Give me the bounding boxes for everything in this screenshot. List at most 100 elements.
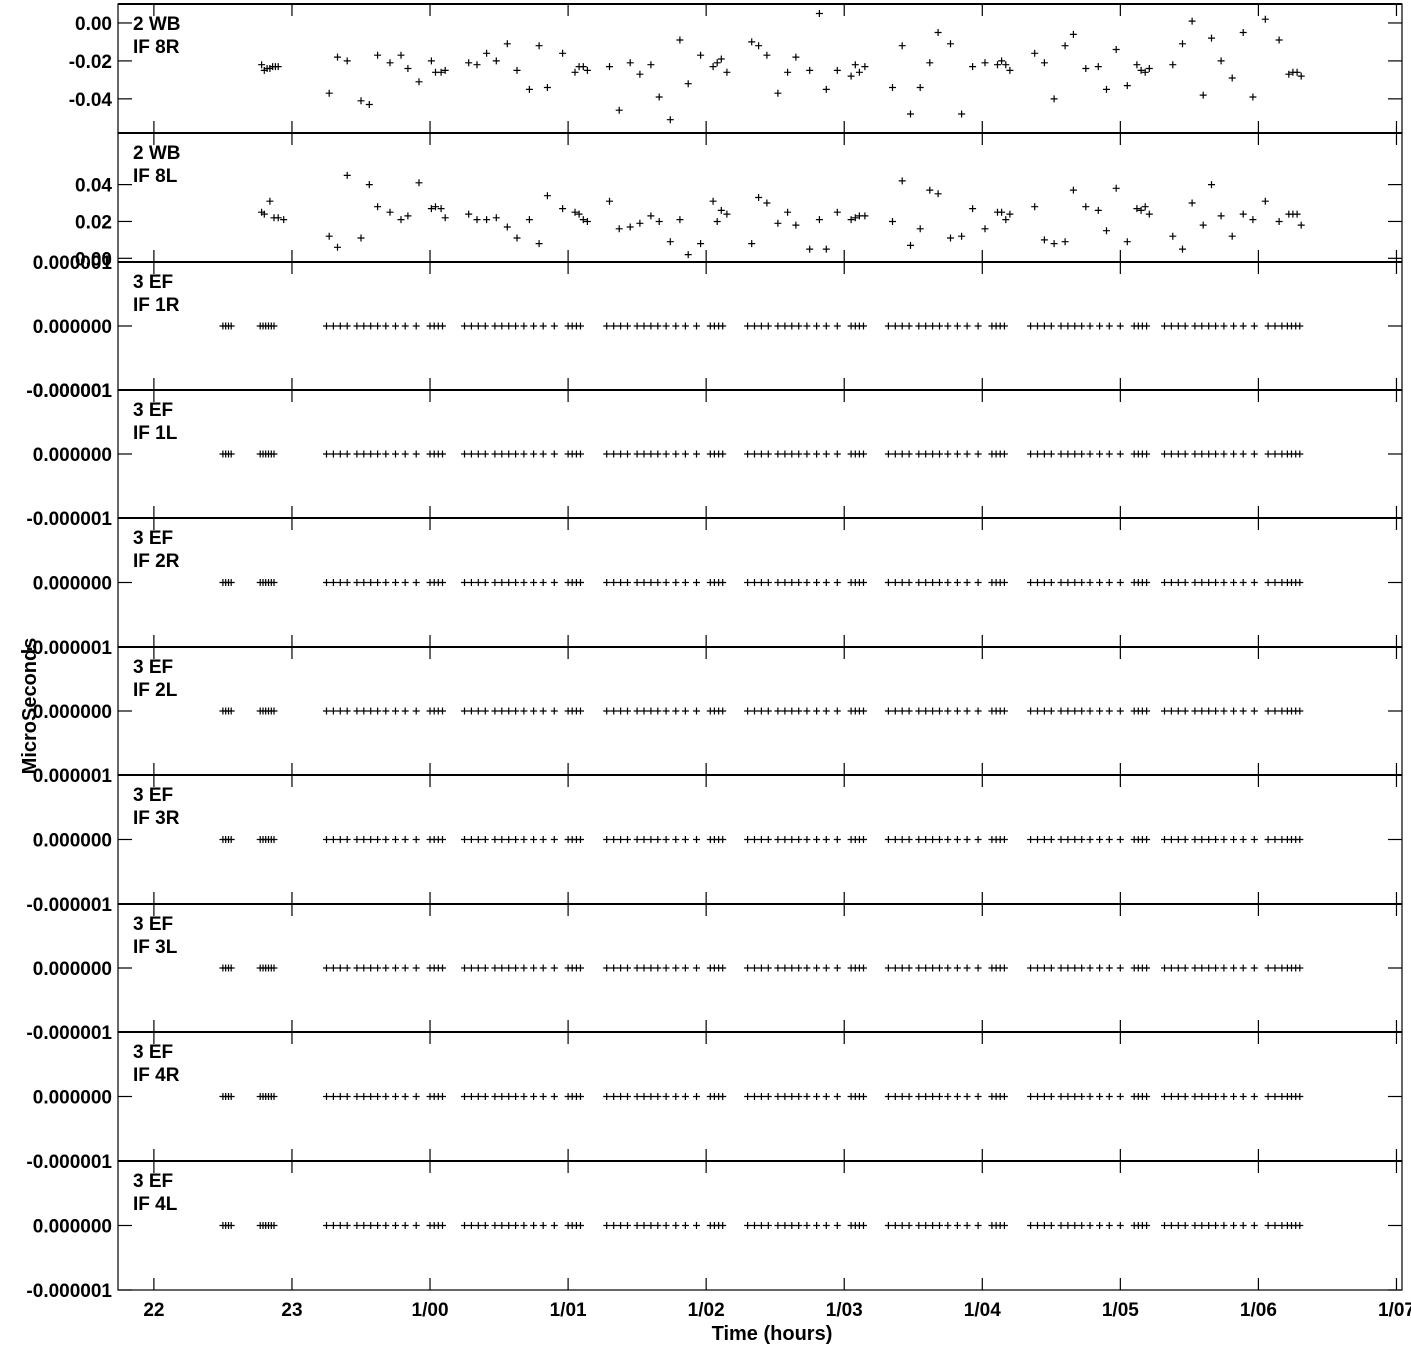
data-point <box>947 234 954 242</box>
data-point <box>905 1222 913 1229</box>
data-point <box>774 322 782 330</box>
data-point <box>884 1222 892 1229</box>
data-point <box>1271 964 1279 972</box>
y-tick-label: 0.000000 <box>33 317 112 338</box>
data-point <box>374 322 382 330</box>
data-point <box>757 579 765 586</box>
data-point <box>640 1222 648 1229</box>
data-point <box>822 964 830 972</box>
data-point <box>1161 450 1168 458</box>
data-point <box>633 450 641 458</box>
data-point <box>1250 707 1258 715</box>
data-point <box>617 707 625 715</box>
data-point <box>1034 1093 1041 1100</box>
data-point <box>654 450 662 458</box>
data-point <box>693 836 700 843</box>
data-point <box>719 1222 727 1229</box>
data-point <box>1064 1093 1072 1100</box>
data-point <box>474 579 482 586</box>
data-point <box>1137 206 1145 214</box>
data-point <box>336 322 344 330</box>
data-point <box>353 707 361 715</box>
data-point <box>505 322 513 330</box>
data-point <box>1230 322 1238 330</box>
data-point <box>353 450 361 458</box>
data-point <box>672 707 680 715</box>
data-point <box>1040 1093 1048 1100</box>
panel-label-line2: IF 4L <box>133 1194 178 1215</box>
data-point <box>439 836 446 843</box>
data-point <box>813 579 821 586</box>
data-point <box>505 1093 513 1100</box>
y-tick-label: -0.000001 <box>26 381 112 402</box>
data-point <box>1123 82 1131 90</box>
data-point <box>1040 236 1048 244</box>
data-point <box>1198 836 1206 843</box>
data-point <box>1105 322 1113 330</box>
data-point <box>325 89 333 97</box>
data-point <box>693 1093 700 1100</box>
data-point <box>329 450 337 458</box>
data-point <box>647 450 655 458</box>
data-point <box>1086 579 1094 586</box>
data-point <box>915 836 923 843</box>
data-point <box>1082 65 1090 72</box>
x-tick-label: 1/07 <box>1378 1300 1411 1321</box>
data-point <box>916 225 924 233</box>
data-point <box>860 1093 867 1100</box>
data-point <box>1212 579 1220 586</box>
data-point <box>374 450 382 458</box>
x-tick-label: 1/02 <box>688 1300 725 1321</box>
data-point <box>795 707 803 715</box>
data-point <box>1297 72 1305 80</box>
panel-label-line1: 3 EF <box>133 785 173 806</box>
data-point <box>374 203 382 211</box>
data-point <box>559 205 567 213</box>
data-point <box>963 1093 971 1100</box>
data-point <box>1198 964 1206 972</box>
data-point <box>672 1222 680 1229</box>
data-point <box>441 214 449 222</box>
data-point <box>577 836 584 843</box>
data-point <box>357 97 365 105</box>
data-point <box>744 836 752 843</box>
data-point <box>926 59 934 67</box>
data-point <box>1181 1093 1189 1100</box>
data-point <box>676 216 684 224</box>
data-point <box>1064 707 1072 715</box>
data-point <box>884 450 892 458</box>
data-point <box>963 450 971 458</box>
data-point <box>884 579 892 586</box>
data-point <box>1096 836 1104 843</box>
data-point <box>270 964 278 972</box>
data-point <box>571 68 579 76</box>
data-point <box>1296 707 1304 715</box>
data-point <box>1027 707 1035 715</box>
data-point <box>1271 579 1279 586</box>
data-point <box>963 836 971 843</box>
data-point <box>353 1222 361 1229</box>
data-point <box>654 1093 662 1100</box>
data-point <box>1212 1222 1220 1229</box>
data-point <box>915 964 923 972</box>
data-point <box>640 836 648 843</box>
data-point <box>404 65 412 72</box>
data-point <box>323 836 330 843</box>
data-point <box>1212 1093 1220 1100</box>
data-point <box>795 450 803 458</box>
data-point <box>270 450 278 458</box>
data-point <box>851 214 859 222</box>
data-point <box>550 450 558 458</box>
data-point <box>944 836 952 843</box>
data-point <box>744 707 752 715</box>
data-point <box>579 63 587 71</box>
data-point <box>795 836 803 843</box>
data-point <box>922 707 930 715</box>
data-point <box>577 322 584 330</box>
data-point <box>481 964 489 972</box>
data-point <box>579 216 587 224</box>
data-point <box>693 450 700 458</box>
data-point <box>336 964 344 972</box>
data-point <box>382 579 390 586</box>
